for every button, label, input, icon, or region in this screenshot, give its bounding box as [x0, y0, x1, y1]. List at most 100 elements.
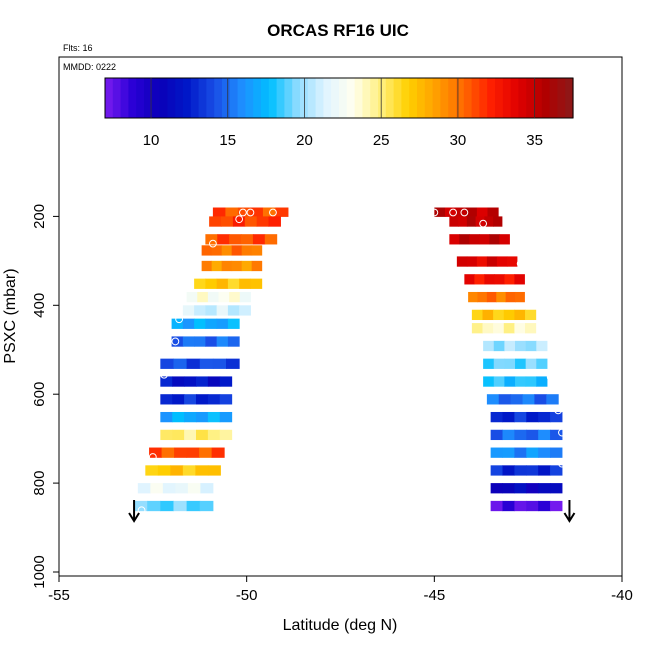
- heatmap-cell: [468, 291, 478, 303]
- colorbar-swatch: [487, 78, 496, 118]
- heatmap-cell: [482, 323, 494, 334]
- heatmap-cell: [474, 274, 485, 285]
- colorbar-swatch: [190, 78, 200, 118]
- flight-marker: [269, 208, 277, 217]
- heatmap-cell: [471, 323, 484, 334]
- heatmap-cell: [170, 465, 184, 476]
- heatmap-cell: [502, 429, 515, 441]
- heatmap-cell: [514, 429, 527, 441]
- colorbar-swatch: [456, 78, 465, 118]
- colorbar-swatch: [463, 78, 473, 118]
- heatmap-cell: [482, 309, 494, 321]
- heatmap-cell: [505, 291, 516, 303]
- descent-arrow-head: [128, 512, 140, 523]
- colorbar-swatch: [175, 78, 184, 118]
- flight-markers: [137, 208, 566, 515]
- heatmap-cell: [212, 207, 226, 217]
- heatmap-cell: [186, 500, 201, 512]
- heatmap-cell: [275, 207, 289, 217]
- flight-marker: [175, 315, 184, 324]
- heatmap-cell: [216, 336, 229, 347]
- heatmap-cell: [502, 465, 515, 476]
- flight-marker: [479, 219, 488, 228]
- heatmap-cell: [483, 358, 495, 369]
- heatmap-cell: [525, 340, 537, 352]
- heatmap-cell: [231, 260, 243, 272]
- colorbar-swatch: [541, 78, 551, 118]
- heatmap-cell: [199, 358, 214, 369]
- colorbar-swatch: [339, 78, 348, 118]
- y-tick-label: 200: [31, 204, 48, 229]
- heatmap-cell: [207, 465, 221, 476]
- heatmap-cell: [502, 483, 515, 494]
- heatmap-cell: [231, 245, 243, 256]
- colorbar-swatch: [315, 78, 324, 118]
- heatmap-cell: [490, 447, 504, 458]
- heatmap-cell: [550, 429, 563, 441]
- heatmap-cell: [201, 245, 213, 256]
- colorbar-swatch: [112, 78, 122, 118]
- y-tick-label: 600: [31, 382, 48, 407]
- heatmap-cell: [211, 245, 223, 256]
- colorbar-swatch: [245, 78, 254, 118]
- flight-marker: [148, 453, 157, 461]
- colorbar-swatch: [222, 78, 231, 118]
- flight-marker: [148, 415, 157, 424]
- heatmap-cell: [514, 447, 527, 458]
- heatmap-cell: [493, 358, 505, 369]
- heatmap-cell: [479, 234, 490, 245]
- colorbar-swatch: [526, 78, 535, 118]
- heatmap-cell: [160, 394, 173, 405]
- heatmap-cell: [550, 465, 563, 476]
- heatmap-cell: [147, 500, 161, 512]
- x-tick-label: -45: [423, 587, 445, 604]
- colorbar-swatch: [198, 78, 207, 118]
- heatmap-cell: [538, 411, 551, 423]
- heatmap-cell: [514, 500, 527, 512]
- heatmap-cell: [444, 207, 457, 217]
- heatmap-cell: [493, 216, 503, 227]
- axes: -55 -50 -45 -40 200 400 600 800 1000: [31, 204, 633, 604]
- flight-marker: [449, 208, 458, 217]
- heatmap-cell: [195, 465, 209, 476]
- heatmap-cell: [241, 245, 253, 256]
- flight-marker: [171, 337, 180, 346]
- heatmap-cell: [490, 465, 504, 476]
- heatmap-cell: [504, 340, 516, 352]
- flight-marker: [460, 208, 469, 217]
- heatmap-cell: [227, 336, 240, 347]
- heatmap-cell: [459, 234, 470, 245]
- heatmap-cell: [464, 274, 475, 285]
- descent-arrow-head: [563, 512, 576, 523]
- heatmap-cell: [221, 260, 233, 272]
- heatmap-cell: [221, 216, 234, 227]
- heatmap-cell: [449, 234, 460, 245]
- heatmap-cell: [182, 336, 195, 347]
- heatmap-cell: [217, 234, 230, 245]
- heatmap-cell: [219, 429, 233, 441]
- flight-marker: [546, 373, 555, 381]
- colorbar-tick-label: 30: [450, 132, 467, 149]
- colorbar-swatch: [128, 78, 137, 118]
- colorbar-swatch: [105, 78, 114, 118]
- heatmap-cell: [538, 483, 551, 494]
- colorbar-swatch: [237, 78, 246, 118]
- heatmap-cell: [456, 256, 468, 267]
- colorbar-swatch: [479, 78, 488, 118]
- heatmap-cell: [490, 500, 504, 512]
- heatmap-cell: [496, 291, 507, 303]
- heatmap-cell: [186, 358, 201, 369]
- heatmap-cell: [483, 340, 495, 352]
- heatmap-cell: [476, 256, 488, 267]
- x-tick-label: -40: [611, 587, 633, 604]
- heatmap-cell: [219, 376, 233, 387]
- colorbar-tick-label: 35: [526, 132, 543, 149]
- heatmap-cell: [172, 394, 185, 405]
- heatmap-cell: [514, 411, 527, 423]
- colorbar-swatch: [370, 78, 379, 118]
- heatmap-cell: [160, 500, 174, 512]
- heatmap-cell: [161, 447, 175, 458]
- colorbar-swatch: [417, 78, 426, 118]
- flight-marker: [160, 370, 168, 379]
- heatmap-cell: [252, 234, 266, 245]
